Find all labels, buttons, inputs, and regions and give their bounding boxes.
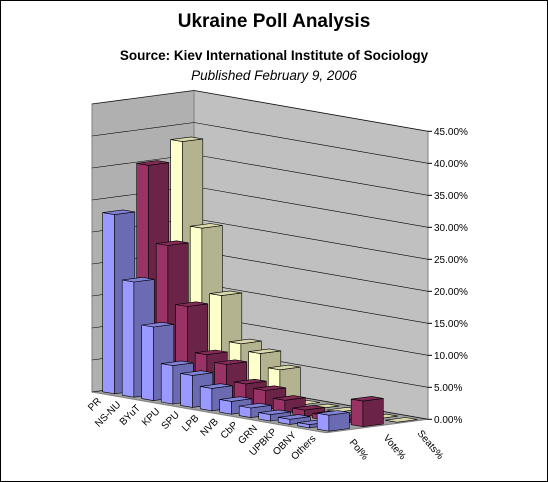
bar-top xyxy=(351,396,384,402)
y-tick-label: 35.00% xyxy=(434,191,468,202)
bar-top xyxy=(156,240,189,246)
bar-top xyxy=(278,414,311,420)
grid-line xyxy=(91,122,429,164)
bar-front xyxy=(141,324,154,401)
bar xyxy=(350,396,384,428)
bar-top xyxy=(161,360,194,366)
bar-top xyxy=(190,223,223,229)
bar-top xyxy=(317,410,350,416)
y-tick-label: 10.00% xyxy=(434,351,468,362)
bar-top xyxy=(248,348,281,354)
bar-top xyxy=(195,349,228,356)
bar-side xyxy=(328,412,350,432)
bar-front xyxy=(121,279,135,398)
bar xyxy=(385,417,418,423)
bar-top xyxy=(385,417,418,423)
y-tick-label: 45.00% xyxy=(434,127,468,138)
bar-top xyxy=(253,385,286,391)
bar-top xyxy=(239,402,272,409)
bar-top xyxy=(219,396,252,402)
bar-top xyxy=(292,405,325,411)
bar-top xyxy=(268,364,301,371)
bar xyxy=(277,414,311,425)
bar xyxy=(316,410,350,432)
y-tick-label: 0.00% xyxy=(434,415,462,426)
chart-annotation: Published February 9, 2006 xyxy=(191,68,357,83)
bar-front xyxy=(180,373,193,408)
bar-front xyxy=(219,399,232,415)
bar-front xyxy=(350,398,364,428)
bar-top xyxy=(209,290,242,296)
y-tick-label: 5.00% xyxy=(434,383,462,394)
y-tick-label: 20.00% xyxy=(434,287,468,298)
bar-top xyxy=(141,321,174,328)
chart-subtitle: Source: Kiev International Institute of … xyxy=(120,48,429,63)
bar-top xyxy=(180,370,213,376)
chart-title: Ukraine Poll Analysis xyxy=(178,11,371,32)
bar-top xyxy=(102,209,135,215)
bar-top xyxy=(122,276,155,283)
bar-front xyxy=(160,363,174,405)
bar-top xyxy=(229,338,262,345)
bar-top xyxy=(234,378,267,385)
bar-top xyxy=(170,136,203,142)
bar xyxy=(199,383,233,412)
bar-front xyxy=(199,386,213,412)
bar-top xyxy=(273,395,306,401)
y-tick-label: 40.00% xyxy=(434,159,468,170)
bar-top xyxy=(175,301,208,307)
bar-front xyxy=(316,412,330,432)
bar-front xyxy=(102,212,115,395)
y-tick-label: 25.00% xyxy=(434,255,468,266)
y-tick-label: 30.00% xyxy=(434,223,468,234)
bar-side xyxy=(362,398,384,428)
bar-top xyxy=(258,409,291,415)
grid-line xyxy=(91,90,429,132)
bar-top xyxy=(136,160,169,166)
y-tick-label: 15.00% xyxy=(434,319,468,330)
bar-top xyxy=(214,359,247,365)
bar-top xyxy=(200,383,233,389)
